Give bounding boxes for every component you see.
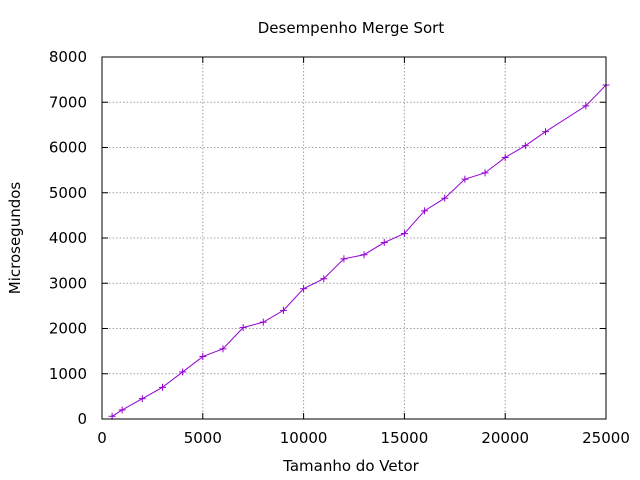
x-axis: 0 5000 10000 15000 20000 25000 [97, 57, 630, 447]
data-point-marker [138, 395, 146, 403]
data-point-marker [199, 353, 207, 361]
y-tick-label: 8000 [49, 48, 87, 66]
y-axis: 0 1000 2000 3000 4000 5000 6000 7000 8000 [49, 48, 606, 428]
y-tick-label: 5000 [49, 184, 87, 202]
x-tick-label: 0 [97, 429, 107, 447]
data-point-marker [259, 318, 267, 326]
x-tick-label: 5000 [184, 429, 222, 447]
data-point-marker [360, 251, 368, 259]
data-point-marker [320, 275, 328, 283]
grid-lines [102, 57, 606, 419]
data-series [108, 81, 610, 420]
data-point-marker [501, 153, 509, 161]
data-point-marker [441, 194, 449, 202]
data-point-marker [582, 102, 590, 110]
x-tick-label: 10000 [280, 429, 328, 447]
data-point-marker [219, 345, 227, 353]
data-point-marker [421, 207, 429, 215]
data-point-marker [300, 285, 308, 293]
data-point-marker [461, 175, 469, 183]
data-point-marker [340, 255, 348, 263]
x-tick-label: 25000 [582, 429, 630, 447]
chart-title: Desempenho Merge Sort [258, 19, 445, 37]
y-tick-label: 2000 [49, 320, 87, 338]
x-axis-label: Tamanho do Vetor [282, 457, 419, 475]
data-point-marker [380, 239, 388, 247]
y-tick-label: 3000 [49, 274, 87, 292]
data-point-marker [179, 368, 187, 376]
data-point-marker [158, 383, 166, 391]
data-point-marker [239, 324, 247, 332]
data-point-marker [521, 142, 529, 150]
x-tick-label: 20000 [481, 429, 529, 447]
y-tick-label: 0 [77, 410, 87, 428]
x-tick-label: 15000 [381, 429, 429, 447]
y-axis-label: Microsegundos [6, 182, 24, 295]
y-tick-label: 4000 [49, 229, 87, 247]
series-line [111, 84, 607, 417]
data-point-marker [481, 169, 489, 177]
data-point-marker [279, 306, 287, 314]
data-point-marker [542, 128, 550, 136]
data-point-marker [118, 406, 126, 414]
y-tick-label: 1000 [49, 365, 87, 383]
y-tick-label: 7000 [49, 93, 87, 111]
data-point-marker [400, 229, 408, 237]
y-tick-label: 6000 [49, 139, 87, 157]
